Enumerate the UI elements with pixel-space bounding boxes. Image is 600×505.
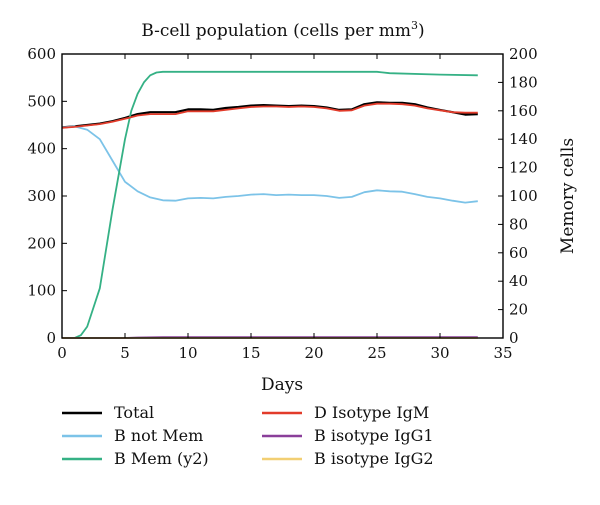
- y-left-tick-label: 400: [27, 140, 56, 158]
- y-right-tick-label: 40: [509, 272, 528, 290]
- y-left-tick-label: 300: [27, 187, 56, 205]
- chart-title-superscript: 3: [411, 19, 418, 32]
- y-right-tick-label: 80: [509, 215, 528, 233]
- y-left-tick-label: 100: [27, 282, 56, 300]
- y-right-tick-label: 180: [509, 73, 538, 91]
- chart-title: B-cell population (cells per mm3): [141, 19, 424, 41]
- y-right-tick-label: 20: [509, 301, 528, 319]
- y-right-tick-label: 0: [509, 329, 519, 347]
- y-axis-right: 0 20 40 60 80 100 120 140 160 180 200: [498, 45, 538, 347]
- x-tick-label: 35: [493, 344, 512, 362]
- x-tick-label: 5: [120, 344, 130, 362]
- y-right-tick-label: 120: [509, 159, 538, 177]
- legend: Total B not Mem B Mem (y2) D Isotype IgM B i…: [62, 403, 434, 468]
- x-tick-label: 10: [178, 344, 197, 362]
- y-axis-right-label: Memory cells: [558, 138, 578, 254]
- x-tick-label: 0: [57, 344, 67, 362]
- y-right-tick-label: 200: [509, 45, 538, 63]
- legend-label-3: D Isotype IgM: [314, 403, 429, 422]
- series-line-0: [61, 101, 478, 129]
- series-line-2: [62, 70, 478, 339]
- y-right-tick-label: 160: [509, 102, 538, 120]
- plot-frame: [61, 53, 504, 339]
- y-left-tick-label: 600: [27, 45, 56, 63]
- y-left-tick-label: 0: [46, 329, 56, 347]
- legend-label-2: B Mem (y2): [114, 449, 209, 468]
- plot-series: [61, 70, 478, 339]
- legend-label-1: B not Mem: [114, 426, 203, 445]
- y-left-tick-label: 500: [27, 92, 56, 110]
- legend-label-0: Total: [114, 403, 154, 422]
- y-axis-left: 0 100 200 300 400 500 600: [27, 45, 67, 347]
- y-right-tick-label: 140: [509, 130, 538, 148]
- series-line-3: [61, 102, 478, 129]
- x-tick-label: 25: [367, 344, 386, 362]
- legend-label-4: B isotype IgG1: [314, 426, 434, 445]
- series-line-1: [61, 125, 478, 204]
- y-right-tick-label: 100: [509, 187, 538, 205]
- x-tick-label: 20: [304, 344, 323, 362]
- legend-label-5: B isotype IgG2: [314, 449, 434, 468]
- x-axis: 0 5 10 15 20 25 30 35: [57, 54, 513, 362]
- x-tick-label: 15: [241, 344, 260, 362]
- y-left-tick-label: 200: [27, 234, 56, 252]
- y-right-tick-label: 60: [509, 244, 528, 262]
- x-axis-label: Days: [261, 375, 303, 395]
- x-tick-label: 30: [430, 344, 449, 362]
- chart-title-close: ): [418, 21, 425, 41]
